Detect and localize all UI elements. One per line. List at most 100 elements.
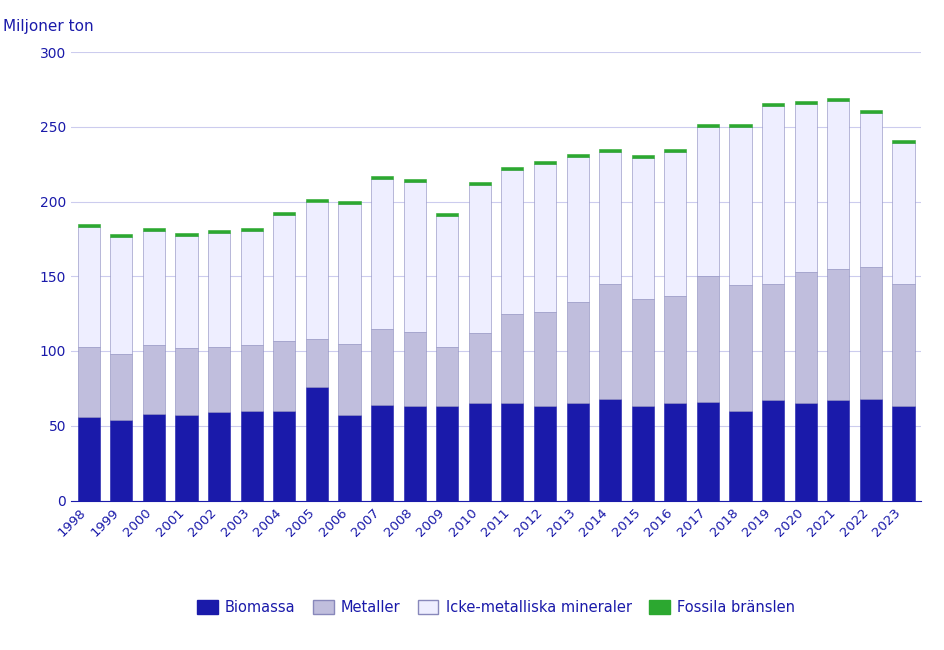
Bar [664,152,685,296]
Bar [794,272,816,403]
Bar [631,406,653,500]
Bar [110,237,132,354]
Bar [77,346,100,417]
Bar [598,149,620,152]
Bar [273,411,295,500]
Bar [143,345,165,414]
Bar [794,105,816,272]
Bar [664,296,685,403]
Bar [143,414,165,500]
Bar [501,167,523,170]
Bar [241,345,262,411]
Bar [565,153,588,157]
Bar [761,103,784,106]
Bar [598,152,620,283]
Bar [761,283,784,400]
Bar [859,267,881,399]
Bar [696,276,718,402]
Bar [891,406,914,500]
Bar [598,399,620,500]
Bar [403,332,426,406]
Bar [891,143,914,283]
Bar [468,182,490,185]
Bar [501,314,523,403]
Bar [338,415,361,500]
Bar [664,403,685,500]
Bar [696,402,718,500]
Bar [77,227,100,346]
Bar [761,106,784,283]
Bar [77,224,100,227]
Bar [598,283,620,399]
Bar [241,231,262,345]
Bar [468,403,490,500]
Bar [306,202,328,339]
Bar [338,343,361,415]
Bar [631,155,653,158]
Bar [436,213,458,216]
Bar [794,101,816,105]
Bar [143,228,165,231]
Bar [110,354,132,420]
Text: Miljoner ton: Miljoner ton [3,19,93,34]
Bar [176,233,197,236]
Bar [533,406,555,500]
Bar [338,202,361,205]
Bar [501,170,523,314]
Bar [403,179,426,182]
Bar [241,411,262,500]
Bar [729,124,750,127]
Bar [533,312,555,406]
Bar [306,339,328,387]
Bar [436,346,458,406]
Bar [761,400,784,500]
Bar [664,149,685,152]
Bar [533,164,555,312]
Bar [241,228,262,231]
Bar [859,111,881,113]
Bar [826,400,849,500]
Bar [208,346,230,412]
Bar [468,333,490,403]
Bar [208,230,230,233]
Bar [859,113,881,267]
Bar [891,140,914,143]
Bar [176,348,197,415]
Bar [371,176,393,179]
Bar [273,215,295,341]
Bar [176,236,197,348]
Bar [176,415,197,500]
Bar [501,403,523,500]
Bar [729,127,750,285]
Bar [306,198,328,202]
Bar [826,269,849,400]
Bar [826,101,849,269]
Bar [565,403,588,500]
Legend: Biomassa, Metaller, Icke-metalliska mineraler, Fossila bränslen: Biomassa, Metaller, Icke-metalliska mine… [192,594,800,621]
Bar [794,403,816,500]
Bar [403,182,426,332]
Bar [436,406,458,500]
Bar [696,124,718,127]
Bar [110,235,132,237]
Bar [891,283,914,406]
Bar [403,406,426,500]
Bar [436,216,458,346]
Bar [729,285,750,411]
Bar [631,298,653,406]
Bar [631,158,653,298]
Bar [110,420,132,500]
Bar [696,127,718,276]
Bar [533,161,555,164]
Bar [77,417,100,501]
Bar [468,185,490,333]
Bar [826,98,849,101]
Bar [859,399,881,500]
Bar [371,405,393,500]
Bar [208,233,230,346]
Bar [208,412,230,500]
Bar [273,212,295,215]
Bar [338,205,361,343]
Bar [565,302,588,403]
Bar [371,179,393,329]
